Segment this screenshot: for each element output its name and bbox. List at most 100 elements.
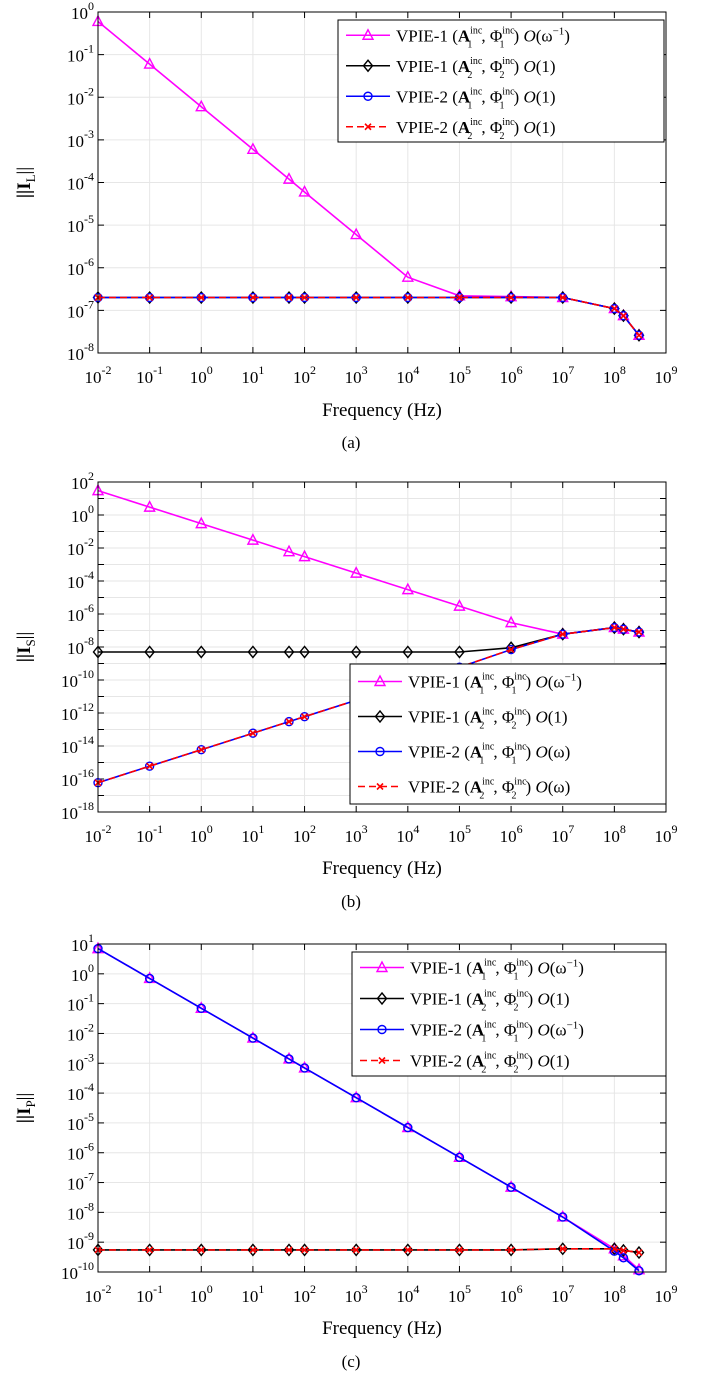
x-tick-label: 106 (500, 822, 523, 846)
y-tick-label: 100 (71, 0, 94, 23)
series-4 (94, 293, 643, 339)
x-tick-label: 10-2 (85, 822, 112, 846)
marker-x (300, 293, 309, 302)
x-tick-label: 101 (241, 822, 264, 846)
marker-x (507, 293, 515, 302)
x-tick-label: 103 (345, 822, 368, 846)
legend-label: VPIE-1 (Ainc 1, Φinc 1) O(ω−1) (408, 672, 582, 697)
x-tick-label: 105 (448, 363, 471, 387)
y-tick-label: 10-2 (67, 1020, 94, 1044)
marker-circle (284, 716, 294, 727)
legend-entry: VPIE-2 (Ainc 2, Φinc 2) O(1) (346, 117, 556, 142)
x-tick-label: 10-1 (136, 1282, 163, 1306)
marker-triangle (298, 184, 311, 197)
y-tick-label: 10-6 (67, 1140, 94, 1164)
marker-circle (144, 973, 155, 984)
caption: (c) (342, 1352, 361, 1371)
x-tick-label: 101 (241, 1282, 264, 1306)
axes-box (97, 11, 667, 354)
y-tick-label: 10-4 (67, 1080, 94, 1104)
y-tick-label: 10-6 (67, 601, 94, 625)
legend-entry: VPIE-1 (Ainc 1, Φinc 1) O(ω−1) (358, 672, 582, 697)
legend-label: VPIE-1 (Ainc 1, Φinc 1) O(ω−1) (410, 958, 584, 983)
marker-circle (375, 746, 385, 757)
marker-triangle (401, 582, 414, 595)
marker-circle (558, 629, 568, 639)
marker-diamond (283, 1243, 295, 1257)
y-tick-label: 10-7 (67, 1170, 94, 1194)
marker-circle (634, 1266, 644, 1276)
marker-diamond (195, 645, 207, 659)
marker-x (559, 630, 567, 638)
marker-triangle (350, 227, 363, 240)
marker-x (364, 123, 372, 131)
legend-entry: VPIE-1 (Ainc 2, Φinc 2) O(1) (346, 56, 556, 81)
marker-x (300, 713, 309, 721)
x-tick-label: 104 (396, 363, 419, 387)
marker-x (610, 624, 618, 632)
y-axis-label: ||IP|| (14, 1093, 38, 1124)
marker-diamond (299, 645, 310, 659)
x-tick-label: 103 (345, 363, 368, 387)
legend-box (337, 19, 665, 143)
marker-x (619, 1246, 628, 1254)
marker-x (197, 746, 205, 754)
marker-x (249, 729, 257, 737)
y-tick-label: 101 (71, 931, 94, 955)
marker-triangle (375, 960, 389, 973)
marker-diamond (350, 1243, 362, 1257)
x-tick-label: 107 (551, 1282, 574, 1306)
x-tick-label: 109 (655, 363, 678, 387)
marker-diamond (376, 991, 388, 1006)
marker-x (378, 1056, 386, 1065)
x-axis-label: Frequency (Hz) (322, 858, 442, 879)
y-tick-label: 10-18 (61, 799, 94, 823)
x-axis-label: Frequency (Hz) (322, 400, 442, 421)
legend-label: VPIE-2 (Ainc 2, Φinc 2) O(1) (396, 117, 556, 142)
chart-panel-1: 10-2 10-1 100 101 102 103 104 105 106 107 108 109 10… (14, 0, 678, 452)
marker-diamond (144, 1243, 156, 1257)
marker-x (285, 1246, 293, 1254)
x-tick-label: 108 (603, 1282, 626, 1306)
y-tick-label: 10-3 (67, 1050, 94, 1074)
marker-diamond (144, 645, 156, 659)
marker-triangle (401, 270, 414, 282)
marker-x (285, 718, 293, 726)
marker-triangle (453, 599, 466, 611)
legend: VPIE-1 (Ainc 1, Φinc 1) O(ω−1) VPIE-1 (Ainc… (349, 663, 667, 805)
series-line (97, 947, 640, 1272)
marker-circle (299, 1063, 310, 1073)
marker-x (559, 293, 567, 302)
y-axis-label: ||IS|| (14, 632, 38, 663)
legend-entry: VPIE-1 (Ainc 2, Φinc 2) O(1) (360, 989, 570, 1014)
marker-diamond (283, 645, 295, 659)
x-tick-label: 102 (293, 822, 316, 846)
marker-diamond (402, 645, 414, 659)
marker-circle (377, 1024, 387, 1035)
chart-panel-3: 10-2 10-1 100 101 102 103 104 105 106 107 108 109 10… (14, 931, 678, 1371)
x-tick-label: 105 (448, 1282, 471, 1306)
legend: VPIE-1 (Ainc 1, Φinc 1) O(ω−1) VPIE-1 (Ainc… (337, 19, 665, 143)
marker-x (146, 1246, 154, 1254)
legend-entry: VPIE-2 (Ainc 1, Φinc 1) O(ω) (358, 742, 570, 767)
marker-circle (506, 644, 516, 655)
y-tick-label: 100 (71, 502, 94, 526)
legend-box (349, 663, 667, 805)
marker-circle (284, 1054, 294, 1064)
marker-triangle (143, 500, 156, 512)
marker-diamond (505, 1243, 517, 1257)
marker-x (404, 1246, 412, 1254)
marker-circle (558, 1212, 568, 1222)
caption: (b) (341, 892, 361, 911)
marker-x (376, 782, 384, 791)
legend-label: VPIE-1 (Ainc 2, Φinc 2) O(1) (396, 56, 556, 81)
y-tick-label: 10-8 (67, 634, 94, 658)
marker-diamond (247, 1243, 259, 1257)
marker-triangle (350, 566, 363, 578)
axes-box (97, 481, 667, 813)
marker-x (455, 293, 464, 302)
marker-x (404, 293, 412, 302)
marker-triangle (373, 674, 387, 687)
marker-x (610, 305, 618, 313)
legend-label: VPIE-2 (Ainc 1, Φinc 1) O(1) (396, 86, 556, 111)
